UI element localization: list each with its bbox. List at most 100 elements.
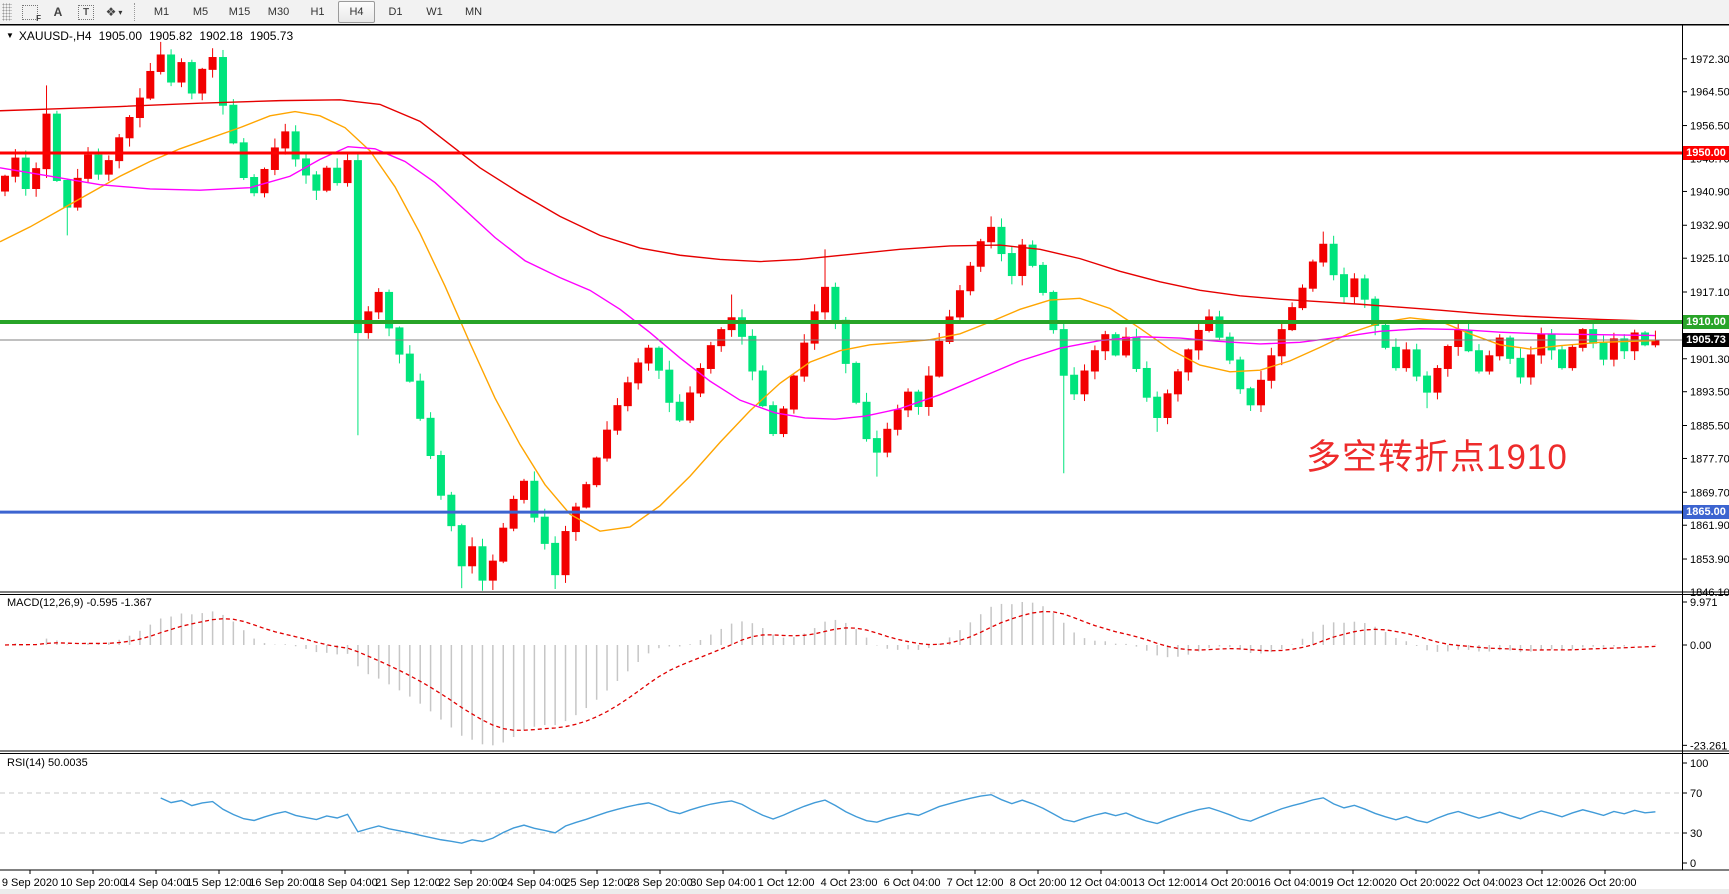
time-tick-label: 18 Sep 04:00 <box>312 877 377 889</box>
candlestick <box>1215 316 1224 338</box>
candlestick <box>1132 336 1141 369</box>
candlestick <box>1090 350 1099 372</box>
candlestick <box>1 175 9 192</box>
rsi-line <box>160 793 1656 844</box>
candlestick <box>904 391 913 411</box>
time-tick-label: 7 Oct 12:00 <box>947 877 1004 889</box>
timeframe-buttons: M1 M5 M15 M30 H1 H4 D1 W1 MN <box>142 1 493 23</box>
timeframe-button-H4[interactable]: H4 <box>338 1 375 23</box>
timeframe-button-H1[interactable]: H1 <box>310 6 325 18</box>
time-tick-label: 28 Sep 20:00 <box>627 877 692 889</box>
price-tick-label: 1869.70 <box>1690 487 1729 499</box>
arrows-tool-icon[interactable]: ❖ ▾ <box>102 2 126 22</box>
window-bottom-edge <box>0 889 1729 894</box>
candlestick <box>1402 349 1411 369</box>
candlestick <box>623 382 632 407</box>
price-tick-label: 1877.70 <box>1690 453 1729 465</box>
dropdown-caret-icon[interactable]: ▾ <box>118 7 123 17</box>
candlestick <box>1101 334 1110 352</box>
candlestick <box>1360 278 1369 300</box>
candlestick <box>665 369 674 403</box>
rsi-label: RSI(14) 50.0035 <box>7 757 88 769</box>
ohlc-close: 1905.73 <box>249 29 294 43</box>
time-tick-label: 19 Oct 12:00 <box>1322 877 1385 889</box>
candlestick <box>1391 346 1400 369</box>
text-a-icon[interactable]: A <box>46 2 70 22</box>
candlestick <box>1298 287 1307 309</box>
timeframe-button-M15[interactable]: M15 <box>228 6 251 18</box>
toolbar-grip[interactable] <box>2 3 12 21</box>
time-tick-label: 24 Sep 04:00 <box>501 877 566 889</box>
timeframe-button-W1[interactable]: W1 <box>426 6 443 18</box>
candlestick <box>883 428 892 453</box>
candlestick <box>1319 243 1328 263</box>
candlestick <box>852 362 861 403</box>
candlestick <box>260 168 269 194</box>
candlestick <box>1350 278 1359 298</box>
symbol-dropdown-icon[interactable]: ▼ <box>6 31 14 40</box>
candlestick <box>1163 393 1172 418</box>
time-tick-label: 4 Oct 23:00 <box>821 877 878 889</box>
candlestick <box>21 157 30 189</box>
price-badge-1865: 1865.00 <box>1683 505 1729 520</box>
candlestick <box>1506 337 1515 359</box>
chart-title: ▼ XAUUSD-,H4 1905.00 1905.82 1902.18 190… <box>6 29 293 43</box>
candlestick <box>1080 370 1089 395</box>
candlestick <box>520 480 528 500</box>
candlestick <box>862 401 871 440</box>
candlestick <box>270 147 279 170</box>
time-tick-label: 14 Oct 20:00 <box>1196 877 1259 889</box>
time-tick-label: 16 Oct 04:00 <box>1259 877 1322 889</box>
candlestick <box>706 345 715 369</box>
candlestick <box>239 142 248 179</box>
candlestick <box>478 546 487 581</box>
time-tick-label: 10 Sep 20:00 <box>60 877 125 889</box>
candlestick <box>821 286 830 313</box>
candlestick <box>1142 367 1151 398</box>
timeframe-button-M30[interactable]: M30 <box>267 6 290 18</box>
timeframe-button-D1[interactable]: D1 <box>388 6 403 18</box>
candlestick <box>322 167 331 191</box>
toolbar: F A T ❖ ▾ M1 M5 M15 M30 H1 H4 D1 W1 MN <box>0 0 1729 25</box>
candlestick <box>1381 324 1390 348</box>
timeframe-button-M5[interactable]: M5 <box>192 6 209 18</box>
timeframe-button-M1[interactable]: M1 <box>153 6 170 18</box>
candlestick <box>686 392 695 421</box>
chart-grid-f-icon[interactable]: F <box>18 2 42 23</box>
candlestick <box>945 316 954 342</box>
candlestick <box>1028 244 1037 266</box>
symbol-timeframe: XAUUSD-,H4 <box>18 29 92 43</box>
price-badge-bid: 1905.73 <box>1683 333 1729 348</box>
macd-tick-label: 0.00 <box>1690 640 1711 652</box>
candlestick <box>509 498 518 529</box>
candlestick <box>312 174 321 191</box>
candlestick <box>1589 329 1598 344</box>
ohlc-open: 1905.00 <box>98 29 142 43</box>
candlestick <box>177 62 186 83</box>
candlestick <box>644 347 653 364</box>
time-tick-label: 9 Sep 2020 <box>2 877 58 889</box>
candlestick <box>1122 336 1131 356</box>
candlestick <box>582 484 591 508</box>
text-box-icon[interactable]: T <box>74 2 98 22</box>
price-tick-label: 1846.10 <box>1690 587 1729 599</box>
candlestick <box>1568 346 1577 369</box>
candlestick <box>343 160 352 184</box>
candlestick <box>52 113 61 181</box>
candlestick <box>416 380 425 419</box>
time-tick-label: 15 Sep 12:00 <box>186 877 251 889</box>
timeframe-button-MN[interactable]: MN <box>464 6 483 18</box>
price-tick-label: 1861.90 <box>1690 520 1729 532</box>
candlestick <box>654 347 663 371</box>
time-tick-label: 22 Oct 04:00 <box>1448 877 1511 889</box>
candlestick <box>1256 379 1265 406</box>
candlestick <box>1049 291 1058 331</box>
candlestick <box>893 409 902 430</box>
candlestick <box>935 340 944 377</box>
rsi-tick-label: 30 <box>1690 828 1702 840</box>
candlestick <box>1412 349 1421 377</box>
candlestick <box>1443 346 1452 369</box>
time-tick-label: 6 Oct 04:00 <box>884 877 941 889</box>
